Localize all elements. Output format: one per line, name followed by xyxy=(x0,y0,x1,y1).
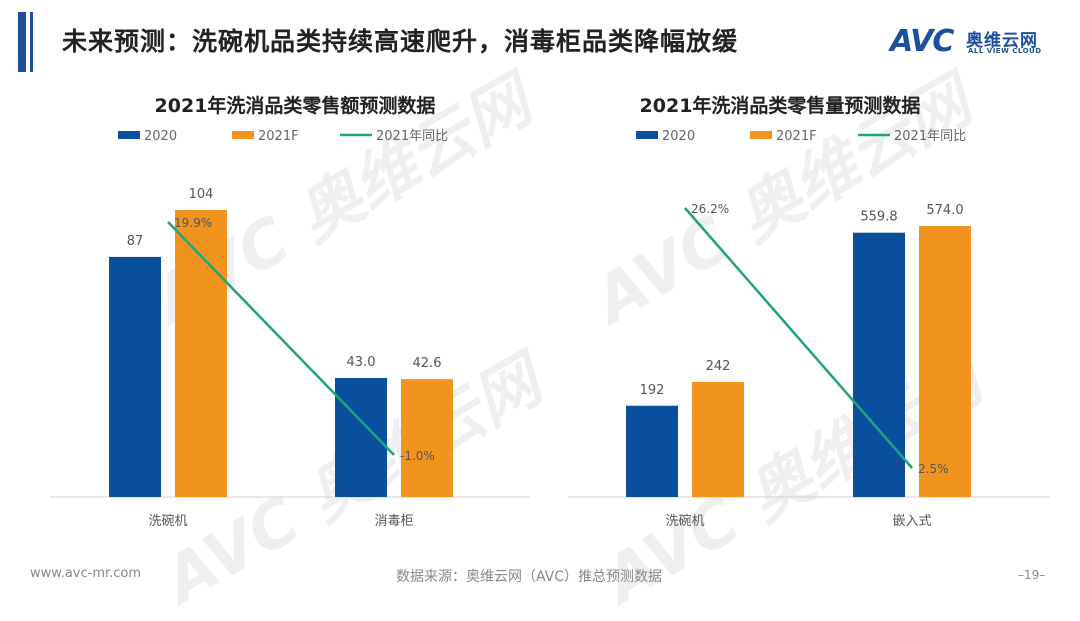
data-label-2021f: 104 xyxy=(189,187,214,202)
bar-2020 xyxy=(335,378,387,497)
bar-2020 xyxy=(853,232,905,498)
legend-label-2020: 2020 xyxy=(144,129,177,144)
charts-canvas: 2021年洗消品类零售额预测数据 2020 2021F 2021年同比 87 104 洗碗机… xyxy=(50,94,1050,529)
data-label-2021f: 242 xyxy=(706,359,731,374)
category-label: 嵌入式 xyxy=(892,514,931,529)
yoy-line xyxy=(684,207,913,469)
data-label-2020: 43.0 xyxy=(347,355,376,370)
data-label-2020: 559.8 xyxy=(860,210,897,225)
bar-2021f xyxy=(692,382,744,497)
yoy-label: 26.2% xyxy=(691,202,729,216)
legend-label-2021f: 2021F xyxy=(776,129,817,144)
chart-title: 2021年洗消品类零售量预测数据 xyxy=(640,94,921,117)
title-accent-bar xyxy=(18,12,26,72)
yoy-label: 19.9% xyxy=(174,216,212,230)
page-title: 未来预测：洗碗机品类持续高速爬升，消毒柜品类降幅放缓 xyxy=(62,27,739,56)
bar-2020 xyxy=(626,405,678,497)
yoy-line xyxy=(167,221,395,456)
chart-title: 2021年洗消品类零售额预测数据 xyxy=(155,94,436,117)
legend-label-2020: 2020 xyxy=(662,129,695,144)
data-label-2020: 87 xyxy=(127,234,144,249)
page-number: –19– xyxy=(1018,568,1046,582)
yoy-label: 2.5% xyxy=(918,462,949,476)
bar-2021f xyxy=(919,226,971,497)
avc-logo: AVC 奥维云网 ALL VIEW CLOUD xyxy=(890,24,1060,59)
footer-source: 数据来源：奥维云网（AVC）推总预测数据 xyxy=(396,569,663,585)
bar-2021f xyxy=(175,210,227,497)
legend-swatch-2021f xyxy=(750,131,772,139)
title-accent-bar-thin xyxy=(30,12,33,72)
bar-2021f xyxy=(401,379,453,497)
legend-swatch-2021f xyxy=(232,131,254,139)
category-label: 洗碗机 xyxy=(148,513,187,529)
legend-label-2021f: 2021F xyxy=(258,129,299,144)
footer-url[interactable]: www.avc-mr.com xyxy=(30,566,142,581)
logo-letters: AVC xyxy=(890,24,954,59)
yoy-label: -1.0% xyxy=(400,449,435,463)
legend-swatch-2020 xyxy=(636,131,658,139)
category-label: 洗碗机 xyxy=(665,513,704,529)
legend-label-yoy: 2021年同比 xyxy=(376,129,448,144)
bar-2020 xyxy=(109,256,161,497)
data-label-2021f: 574.0 xyxy=(926,203,963,218)
legend-swatch-2020 xyxy=(118,131,140,139)
logo-cn: 奥维云网 xyxy=(966,31,1038,51)
legend-label-yoy: 2021年同比 xyxy=(894,129,966,144)
logo-en: ALL VIEW CLOUD xyxy=(968,47,1042,55)
data-label-2021f: 42.6 xyxy=(413,356,442,371)
category-label: 消毒柜 xyxy=(374,514,413,529)
data-label-2020: 192 xyxy=(640,383,665,398)
